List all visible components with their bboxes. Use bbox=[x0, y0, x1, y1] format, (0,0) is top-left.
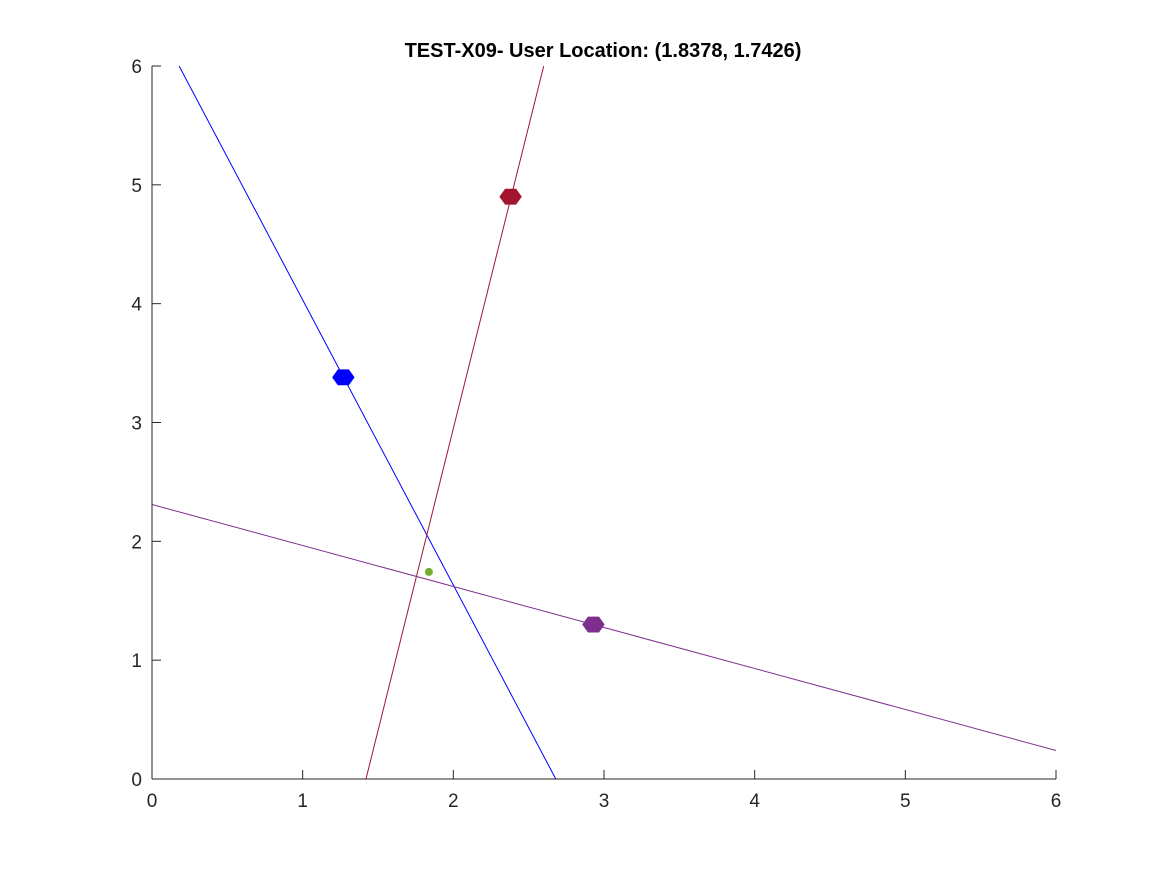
y-tick-label: 1 bbox=[131, 651, 142, 672]
y-tick-label: 2 bbox=[131, 532, 142, 553]
anchor-marker-3 bbox=[582, 616, 605, 633]
y-tick-label: 6 bbox=[131, 57, 142, 78]
axes: 0 1 2 3 4 5 6 0 1 2 3 4 5 6 bbox=[131, 57, 1061, 812]
chart-title: TEST-X09- User Location: (1.8378, 1.7426… bbox=[405, 40, 802, 62]
x-tick-label: 5 bbox=[900, 791, 911, 812]
x-tick-label: 2 bbox=[448, 791, 459, 812]
x-tick-label: 3 bbox=[599, 791, 610, 812]
anchor-marker-shape bbox=[332, 369, 355, 386]
y-tick-label: 4 bbox=[131, 295, 142, 316]
anchor-marker-1 bbox=[332, 369, 355, 386]
line-series-2 bbox=[365, 66, 545, 779]
plot-area bbox=[152, 66, 1056, 779]
user-location-point bbox=[424, 567, 433, 576]
x-tick-label: 6 bbox=[1051, 791, 1062, 812]
y-tick-label: 0 bbox=[131, 770, 142, 791]
line-series-3 bbox=[152, 504, 1056, 751]
anchor-marker-shape bbox=[499, 188, 522, 205]
x-tick-label: 1 bbox=[297, 791, 308, 812]
line-series-1 bbox=[178, 66, 557, 779]
y-tick-label: 3 bbox=[131, 414, 142, 435]
series-group bbox=[152, 66, 1056, 779]
x-tick-label: 0 bbox=[147, 791, 158, 812]
anchor-marker-2 bbox=[499, 188, 522, 205]
y-tick-label: 5 bbox=[131, 176, 142, 197]
x-tick-label: 4 bbox=[749, 791, 760, 812]
anchor-marker-shape bbox=[582, 616, 605, 633]
